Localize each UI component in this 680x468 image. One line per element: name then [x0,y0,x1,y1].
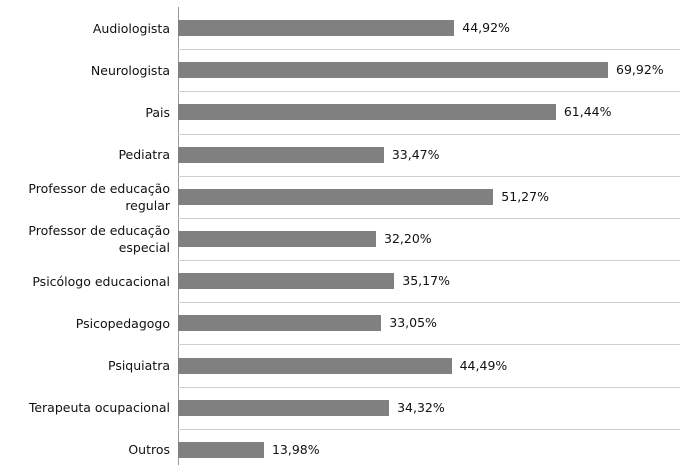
category-label: Terapeuta ocupacional [28,400,170,416]
category-label: Psicólogo educacional [32,273,170,289]
separator [178,217,680,219]
separator [178,302,680,304]
separator [178,428,680,430]
separator [178,91,680,93]
category-label: Audiologista [92,20,170,36]
value-label: 33,05% [389,315,437,331]
category-label: Outros [128,442,170,458]
separator [178,260,680,262]
separator [178,386,680,388]
bar [178,188,494,205]
bar [178,231,377,247]
bar [178,62,608,79]
bar [178,146,384,163]
bar [178,399,390,416]
category-label: Psiquiatra [108,358,170,374]
bar [178,104,556,121]
category-label: Psicopedagogo [75,315,170,331]
value-label: 35,17% [402,273,450,289]
bar [178,20,455,37]
separator [178,175,680,177]
value-label: 33,47% [391,146,440,162]
separator [178,133,680,135]
category-label: Pediatra [118,147,170,163]
bar [178,357,452,374]
category-label: Neurologista [90,62,170,78]
bar [178,441,264,458]
bar [178,315,382,332]
value-label: 69,92% [616,62,664,78]
value-label: 44,92% [462,20,510,36]
category-label: Professor de educação especial [28,223,170,255]
bar [178,273,395,290]
category-label: Pais [145,104,170,120]
category-label: Professor de educação regular [28,180,170,213]
value-label: 44,49% [459,357,508,373]
value-label: 61,44% [563,104,612,120]
value-label: 32,20% [384,231,432,246]
value-label: 51,27% [501,188,549,204]
value-label: 13,98% [271,441,320,457]
value-label: 34,32% [397,399,445,415]
separator [178,49,680,51]
separator [178,344,680,346]
